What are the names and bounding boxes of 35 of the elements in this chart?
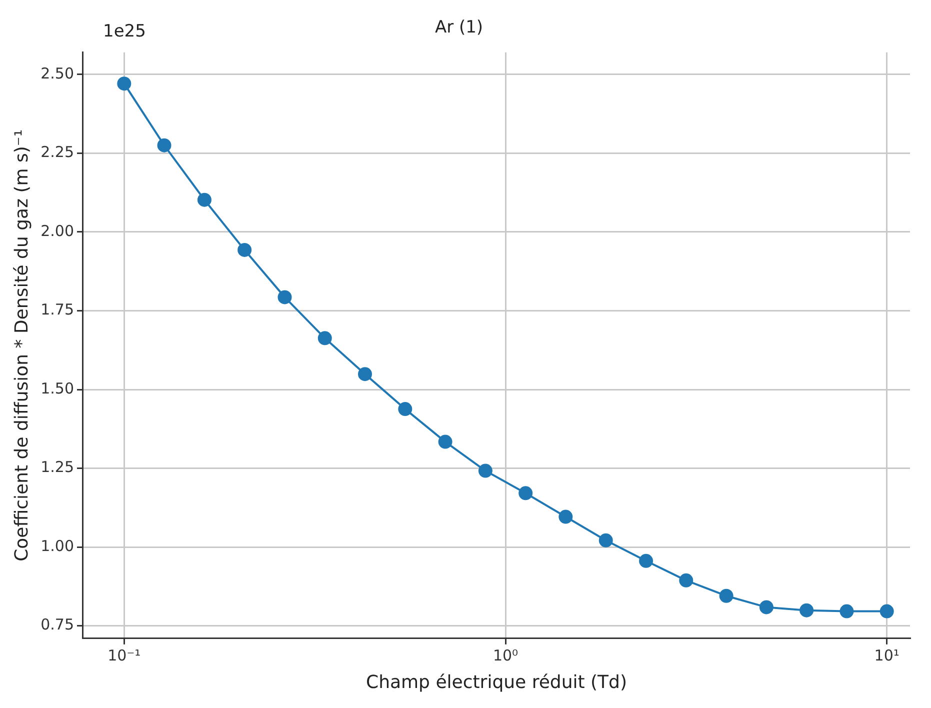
point [197, 192, 212, 207]
y-tick-label: 1.50 [40, 379, 74, 398]
point [719, 588, 734, 603]
point [759, 600, 774, 614]
point [639, 554, 654, 568]
point [598, 533, 613, 548]
chart-title: Ar (1) [434, 18, 484, 38]
point [117, 76, 132, 91]
y-tick-label: 2.00 [40, 222, 74, 240]
point [278, 290, 292, 304]
y-tick-label: 1.75 [40, 300, 74, 319]
y-tick-label: 2.25 [40, 143, 74, 162]
point [800, 603, 814, 618]
point [840, 604, 854, 618]
point [358, 367, 372, 382]
x-tick-label: 10⁰ [492, 646, 518, 664]
point [880, 604, 894, 618]
y-tick-label: 0.75 [40, 616, 74, 634]
y-axis-title: Coefficient de diffusion * Densité du gaz (m s)⁻¹ [11, 129, 32, 562]
point [478, 464, 492, 478]
point [157, 138, 172, 152]
point [398, 402, 412, 416]
point [518, 486, 533, 500]
point [438, 434, 452, 449]
x-axis-title: Champ électrique réduit (Td) [366, 672, 627, 693]
point [679, 573, 694, 588]
y-tick-label: 1.25 [40, 458, 74, 476]
text: 1e25 [103, 21, 146, 42]
x-tick-label: 10¹ [874, 646, 900, 664]
y-tick-label: 1.00 [40, 536, 74, 555]
x-tick-label: 10⁻¹ [108, 646, 141, 664]
point [238, 242, 252, 257]
point [318, 331, 332, 346]
point [558, 510, 573, 524]
y-tick-label: 2.50 [40, 64, 74, 82]
